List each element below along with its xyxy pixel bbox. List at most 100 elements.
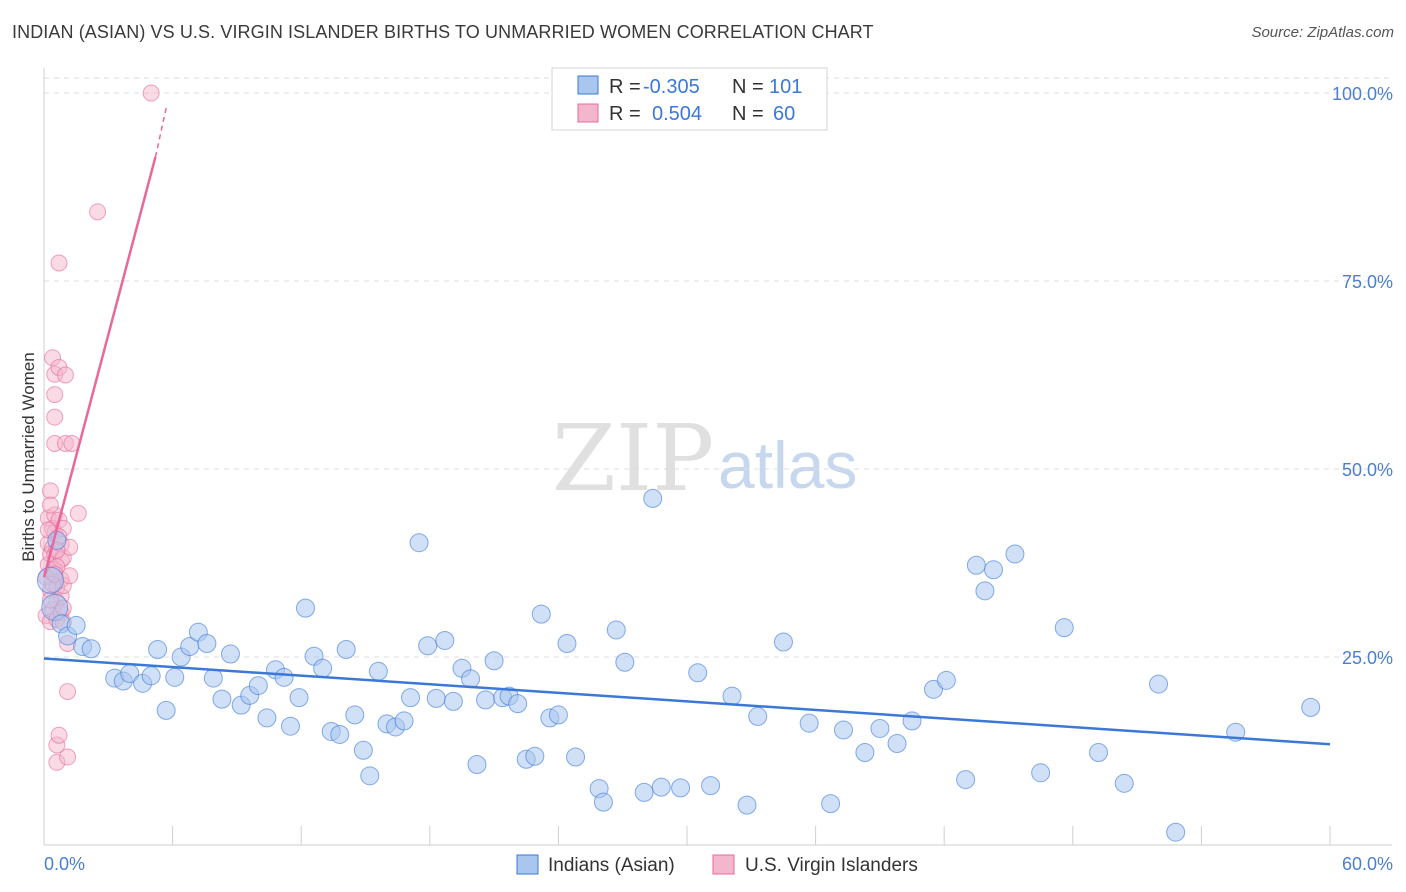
point-indians-asian (887, 733, 907, 753)
point-indians-asian (593, 792, 613, 812)
point-indians-asian (1005, 544, 1025, 564)
point-indians-asian (1301, 697, 1321, 717)
point-indians-asian (426, 688, 446, 708)
point-indians-asian (1089, 743, 1109, 763)
point-indians-asian (353, 740, 373, 760)
legend-n-value-blue: 101 (769, 76, 802, 98)
point-indians-asian (651, 777, 671, 797)
trend-lines (42, 107, 1331, 746)
y-tick-label: 100.0% (1332, 84, 1393, 104)
point-indians-asian (1114, 773, 1134, 793)
point-indians-asian (936, 670, 956, 690)
source-label: Source: ZipAtlas.com (1251, 24, 1394, 41)
point-virgin-islanders (59, 748, 77, 766)
point-indians-asian (461, 669, 481, 689)
point-indians-asian (548, 705, 568, 725)
bottom-legend-swatch-blue (516, 854, 539, 875)
bottom-legend-label-pink: U.S. Virgin Islanders (745, 855, 918, 876)
point-indians-asian (531, 604, 551, 624)
point-indians-asian (833, 720, 853, 740)
stats-legend: R = -0.305 N = 101 R = 0.504 N = 60 (551, 67, 828, 131)
point-indians-asian (248, 676, 268, 696)
legend-n-label-pink: N = (732, 103, 764, 125)
trend-line-virgin-islanders-extension (154, 107, 167, 158)
point-virgin-islanders (41, 496, 59, 514)
point-indians-asian (66, 615, 86, 635)
trend-line-virgin-islanders (42, 156, 157, 578)
point-indians-asian (688, 663, 708, 683)
point-indians-asian (295, 598, 315, 618)
chart-title: INDIAN (ASIAN) VS U.S. VIRGIN ISLANDER B… (12, 22, 874, 42)
point-indians-asian (165, 667, 185, 687)
point-indians-asian (870, 718, 890, 738)
point-indians-asian (606, 620, 626, 640)
point-indians-asian (1149, 674, 1169, 694)
point-virgin-islanders (69, 504, 87, 522)
series-legend: Indians (Asian) U.S. Virgin Islanders (516, 854, 918, 876)
legend-swatch-pink (577, 103, 599, 123)
point-indians-asian (773, 632, 793, 652)
point-indians-asian (368, 661, 388, 681)
point-indians-asian (701, 776, 721, 796)
legend-r-label-pink: R = (609, 103, 641, 125)
point-indians-asian (141, 666, 161, 686)
legend-r-label-blue: R = (609, 76, 641, 98)
tick-labels: 25.0% 50.0% 75.0% 100.0% 0.0% 60.0% (44, 84, 1393, 874)
point-indians-asian (799, 713, 819, 733)
point-indians-asian (966, 555, 986, 575)
point-indians-asian (476, 690, 496, 710)
point-indians-asian (722, 686, 742, 706)
point-indians-asian (1031, 763, 1051, 783)
point-indians-asian (409, 533, 429, 553)
point-indians-asian (737, 795, 757, 815)
point-indians-asian (983, 560, 1003, 580)
point-indians-asian (47, 530, 67, 550)
legend-n-value-pink: 60 (773, 103, 795, 125)
point-indians-asian (360, 766, 380, 786)
point-indians-asian (212, 689, 232, 709)
point-indians-asian (923, 679, 943, 699)
point-indians-asian (274, 667, 294, 687)
watermark-atlas: atlas (718, 428, 857, 502)
point-virgin-islanders (50, 254, 68, 272)
point-virgin-islanders (56, 366, 74, 384)
point-indians-asian (197, 633, 217, 653)
point-indians-asian (257, 708, 277, 728)
point-indians-asian (220, 644, 240, 664)
point-virgin-islanders (46, 408, 64, 426)
point-indians-asian (156, 700, 176, 720)
point-indians-asian (289, 688, 309, 708)
point-indians-asian (203, 668, 223, 688)
point-indians-asian (855, 743, 875, 763)
point-indians-asian (615, 652, 635, 672)
legend-r-value-pink: 0.504 (652, 103, 702, 125)
point-indians-asian (1054, 618, 1074, 638)
point-indians-asian (1166, 822, 1186, 842)
bottom-legend-swatch-pink (712, 854, 735, 875)
point-indians-asian (280, 716, 300, 736)
point-indians-asian (148, 639, 168, 659)
point-indians-asian (336, 639, 356, 659)
bottom-legend-label-blue: Indians (Asian) (548, 855, 675, 876)
point-indians-asian (81, 639, 101, 659)
point-indians-asian (821, 794, 841, 814)
y-axis-label: Births to Unmarried Women (19, 352, 38, 561)
point-indians-asian (557, 633, 577, 653)
point-indians-asian (330, 724, 350, 744)
legend-n-label-blue: N = (732, 76, 764, 98)
point-indians-asian (418, 636, 438, 656)
point-indians-asian (525, 746, 545, 766)
point-indians-asian (435, 630, 455, 650)
point-virgin-islanders (50, 726, 68, 744)
y-tick-label: 50.0% (1342, 460, 1393, 480)
legend-r-value-blue: -0.305 (643, 76, 700, 98)
point-indians-asian (671, 778, 691, 798)
point-virgin-islanders (59, 683, 77, 701)
point-indians-asian (484, 651, 504, 671)
point-indians-asian (643, 488, 663, 508)
series-virgin-islanders (37, 84, 160, 771)
series-indians-asian (36, 488, 1321, 842)
point-indians-asian (956, 770, 976, 790)
point-indians-asian (443, 691, 463, 711)
